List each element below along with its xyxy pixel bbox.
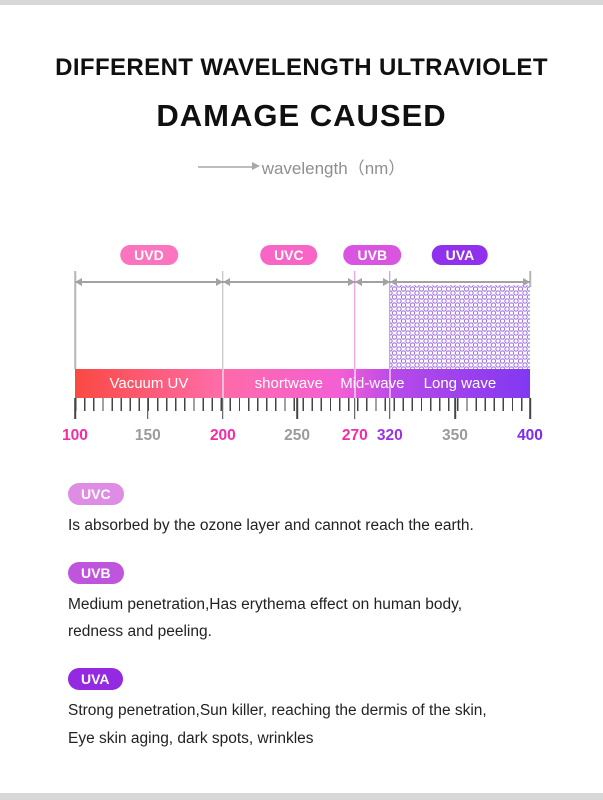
legend-text-uvb: Medium penetration,Has erythema effect o… [68, 591, 548, 645]
axis-tick-label: 270 [341, 427, 368, 444]
band-pill-uvc: UVC [260, 245, 318, 265]
spectrum-gradient-bar [75, 369, 530, 398]
legend-text-uva: Strong penetration,Sun killer, reaching … [68, 697, 548, 751]
ruler [75, 398, 531, 411]
axis-tick-label: 200 [209, 427, 236, 444]
range-arrow-uva [389, 278, 531, 285]
major-tick [454, 398, 456, 419]
major-tick [389, 398, 391, 419]
band-pill-uva: UVA [431, 245, 489, 265]
page-bottom-border [0, 793, 603, 800]
bar-segment-label-long-wave: Long wave [423, 375, 497, 392]
guide-line-100 [74, 271, 76, 369]
right-arrow-icon [197, 162, 260, 170]
wavelength-axis-label-row: wavelength（nm） [0, 154, 603, 179]
guide-line-270 [354, 271, 356, 369]
legend-item-uvc: UVC Is absorbed by the ozone layer and c… [68, 483, 548, 539]
axis-tick-label: 250 [284, 427, 310, 444]
bar-segment-label-shortwave: shortwave [254, 375, 324, 392]
legend-text-uvc: Is absorbed by the ozone layer and canno… [68, 512, 548, 539]
axis-tick-label: 150 [134, 427, 161, 444]
bar-segment-label-mid-wave: Mid-wave [340, 375, 405, 392]
band-pill-uvb: UVB [343, 245, 402, 265]
bar-divider-320 [388, 369, 391, 398]
legend-item-uvb: UVB Medium penetration,Has erythema effe… [68, 562, 548, 645]
axis-tick-label: 100 [62, 427, 88, 444]
bar-divider-200 [221, 369, 224, 398]
page-title-line1: DIFFERENT WAVELENGTH ULTRAVIOLET [55, 54, 548, 81]
axis-tick-label: 350 [441, 427, 468, 444]
major-tick [222, 398, 224, 419]
spectrum-diagram: UVD UVC UVB UVA Vacuum UV shortwave Mid-… [62, 245, 543, 449]
legend-text-line: Medium penetration,Has erythema effect o… [68, 596, 463, 614]
major-tick [296, 398, 298, 419]
guide-line-200 [222, 271, 224, 369]
uva-dot-region [389, 285, 530, 369]
legend-item-uva: UVA Strong penetration,Sun killer, reach… [68, 668, 548, 751]
major-tick [529, 398, 531, 419]
range-arrow-uvb [354, 278, 390, 285]
legend-pill-uva: UVA [68, 668, 123, 691]
legend-pill-uvb: UVB [68, 562, 124, 585]
major-tick [354, 398, 356, 419]
major-tick [147, 398, 149, 419]
legend-text-line: Is absorbed by the ozone layer and canno… [68, 517, 474, 534]
axis-tick-label: 400 [517, 427, 543, 444]
major-tick [74, 398, 76, 419]
legend-text-line: redness and peeling. [68, 623, 212, 641]
bar-segment-label-vacuum-uv: Vacuum UV [109, 375, 189, 392]
legend-pill-uvc: UVC [68, 483, 124, 505]
bar-divider-270 [353, 369, 356, 398]
page-top-border [0, 0, 603, 5]
wavelength-axis-label: wavelength（nm） [261, 159, 406, 178]
legend-text-line: Eye skin aging, dark spots, wrinkles [68, 729, 314, 747]
axis-tick-label: 320 [376, 427, 403, 444]
guide-line-400 [529, 271, 531, 287]
band-pill-uvd: UVD [120, 245, 178, 265]
page-title-line2: DAMAGE CAUSED [156, 98, 447, 133]
legend: UVC Is absorbed by the ozone layer and c… [68, 483, 548, 752]
range-arrow-uvd [75, 278, 223, 285]
range-arrow-uvc [222, 278, 355, 285]
legend-text-line: Strong penetration,Sun killer, reaching … [68, 702, 487, 720]
